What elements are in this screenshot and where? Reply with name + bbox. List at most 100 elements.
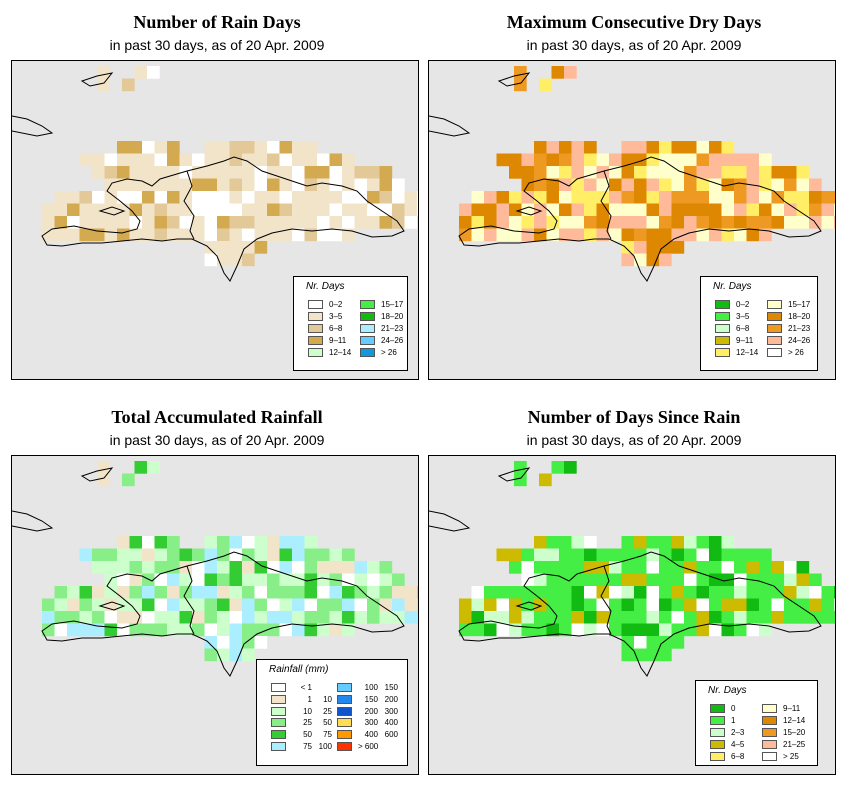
grid-cell (621, 141, 635, 154)
grid-cell (784, 611, 797, 624)
grid-cell (471, 216, 485, 229)
legend-swatch (337, 706, 352, 716)
grid-cell (571, 611, 585, 624)
grid-cell (92, 153, 105, 167)
grid-cell (354, 586, 368, 599)
grid-cell (304, 141, 318, 154)
grid-cell (539, 473, 552, 487)
grid-cell (759, 203, 772, 217)
grid-cell (147, 66, 160, 79)
grid-cell (634, 216, 647, 229)
grid-cell (179, 203, 193, 217)
grid-cell (254, 141, 268, 154)
grid-cell (229, 586, 243, 599)
legend-label-low: 25 (303, 718, 312, 728)
map-canvas (12, 66, 418, 282)
legend-swatch (762, 704, 777, 713)
grid-cell (584, 598, 597, 612)
grid-cell (379, 178, 393, 192)
country-border (183, 170, 195, 240)
legend-label: 3–5 (329, 312, 343, 321)
grid-cell (417, 598, 418, 612)
grid-cell (217, 241, 230, 254)
grid-cell (709, 228, 722, 242)
cuba-coastline (429, 510, 471, 532)
grid-cell (571, 548, 585, 562)
map-area: Nr. Days 0–2 3–5 6–8 9–11 12–14 15–17 18–20 21–… (428, 60, 836, 380)
grid-cell (392, 573, 405, 587)
grid-cell (459, 598, 472, 612)
grid-cell (292, 203, 305, 217)
grid-cell (571, 586, 585, 599)
grid-cell (279, 611, 293, 624)
grid-cell (317, 573, 330, 587)
grid-cell (621, 203, 635, 217)
grid-cell (92, 166, 105, 179)
grid-cell (42, 203, 55, 217)
grid-cell (496, 586, 510, 599)
grid-cell (242, 573, 255, 587)
grid-cell (279, 166, 293, 179)
legend: Nr. Days 0–2 3–5 6–8 9–11 12–14 15–17 18–20 21–… (293, 276, 408, 371)
grid-cell (279, 548, 293, 562)
grid-cell (204, 203, 218, 217)
grid-cell (659, 153, 672, 167)
grid-cell (192, 548, 205, 562)
grid-cell (821, 191, 835, 204)
grid-cell (79, 548, 93, 562)
grid-cell (342, 216, 355, 229)
grid-cell (559, 561, 572, 574)
grid-cell (229, 536, 243, 549)
grid-cell (684, 178, 697, 192)
grid-cell (809, 178, 822, 192)
grid-cell (584, 153, 597, 167)
legend-label-high: 200 (384, 694, 398, 704)
grid-cell (571, 178, 585, 192)
grid-cell (771, 561, 785, 574)
legend-title: Nr. Days (713, 281, 752, 292)
grid-cell (267, 611, 280, 624)
grid-cell (267, 228, 280, 242)
legend-label: 6–8 (329, 324, 343, 333)
legend-swatch (308, 312, 323, 321)
grid-cell (621, 216, 635, 229)
legend-swatch (715, 312, 730, 321)
grid-cell (367, 586, 380, 599)
grid-cell (559, 623, 572, 637)
grid-cell (796, 178, 810, 192)
grid-cell (167, 228, 180, 242)
grid-cell (42, 623, 55, 637)
grid-cell (734, 611, 747, 624)
legend-label: 21–23 (788, 324, 811, 333)
legend-entry: > 25 (762, 751, 799, 762)
grid-cell (671, 228, 685, 242)
grid-cell (496, 623, 510, 637)
grid-cell (546, 166, 560, 179)
grid-cell (634, 153, 647, 167)
grid-cell (342, 191, 355, 204)
grid-cell (659, 586, 672, 599)
legend-entry: 300 400 (337, 717, 398, 728)
grid-cell (329, 561, 343, 574)
grid-cell (217, 598, 230, 612)
legend-swatch (360, 300, 375, 309)
grid-cell (596, 623, 610, 637)
legend-swatch (762, 752, 777, 761)
legend-label: 9–11 (329, 336, 347, 345)
grid-cell (279, 216, 293, 229)
grid-cell (646, 216, 660, 229)
grid-cell (746, 611, 760, 624)
legend-label-low: 100 (364, 683, 378, 692)
grid-cell (571, 153, 585, 167)
grid-cell (734, 598, 747, 612)
grid-cell (392, 586, 405, 599)
grid-cell (129, 191, 143, 204)
grid-cell (354, 166, 368, 179)
grid-cell (646, 191, 660, 204)
panel-max-dry-days: Maximum Consecutive Dry Days in past 30 … (428, 0, 840, 380)
legend: Nr. Days 0 1 2–3 4–5 6–8 9–11 12–14 15–20 21–25 >… (695, 680, 818, 766)
grid-cell (834, 598, 835, 612)
grid-cell (796, 573, 810, 587)
grid-cell (117, 178, 130, 192)
grid-cell (192, 191, 205, 204)
